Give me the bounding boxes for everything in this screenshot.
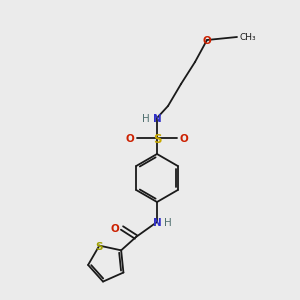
Text: N: N xyxy=(153,114,161,124)
Text: O: O xyxy=(180,134,189,144)
Text: N: N xyxy=(153,218,161,228)
Text: CH₃: CH₃ xyxy=(239,34,256,43)
Text: O: O xyxy=(110,224,119,234)
Text: H: H xyxy=(164,218,172,228)
Text: H: H xyxy=(142,114,150,124)
Text: O: O xyxy=(125,134,134,144)
Text: S: S xyxy=(153,133,161,146)
Text: O: O xyxy=(202,36,211,46)
Text: S: S xyxy=(96,242,103,252)
